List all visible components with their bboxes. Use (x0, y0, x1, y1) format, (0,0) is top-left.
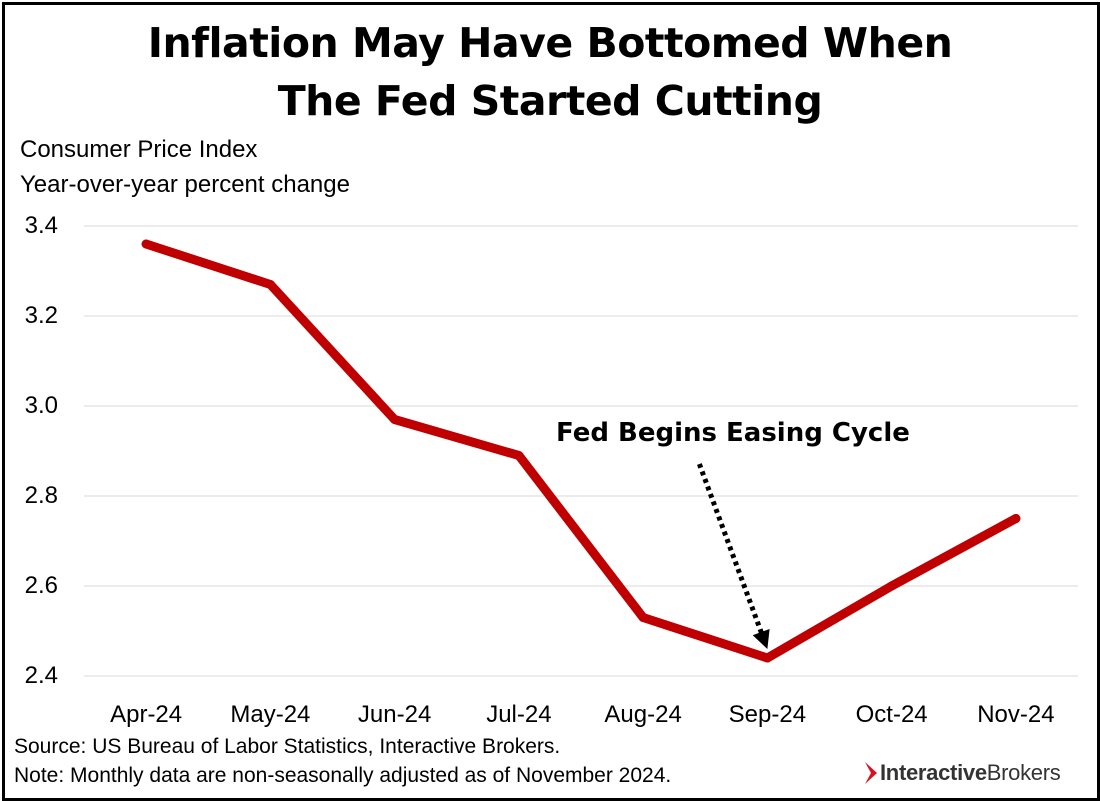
x-tick-label: Jun-24 (357, 701, 432, 728)
brand-logo-text-rest: Brokers (986, 760, 1061, 785)
x-tick-label: Jul-24 (486, 701, 552, 728)
data-note: Note: Monthly data are non-seasonally ad… (14, 764, 672, 787)
title-line-2: The Fed Started Cutting (277, 77, 823, 125)
chart-title: Inflation May Have Bottomed When The Fed… (0, 14, 1100, 130)
title-line-1: Inflation May Have Bottomed When (147, 19, 953, 67)
annotation-label: Fed Begins Easing Cycle (556, 418, 910, 448)
annotation-arrow-shaft (697, 463, 765, 635)
y-tick-label: 2.6 (24, 572, 58, 599)
y-tick-label: 2.8 (24, 482, 58, 509)
data-point (390, 415, 400, 424)
y-tick-label: 2.4 (24, 662, 58, 689)
annotation-arrow-head (752, 629, 770, 649)
y-tick-label: 3.4 (24, 212, 58, 239)
data-point (265, 280, 275, 289)
chart-subtitle-1: Consumer Price Index (20, 136, 258, 163)
data-point (762, 653, 772, 663)
brand-logo-icon (865, 762, 877, 784)
x-tick-label: Aug-24 (604, 701, 682, 728)
source-note: Source: US Bureau of Labor Statistics, I… (14, 735, 561, 758)
data-point (887, 581, 897, 591)
data-point (514, 451, 524, 460)
x-tick-label: Oct-24 (855, 701, 928, 728)
x-tick-label: Sep-24 (728, 701, 807, 728)
brand-logo-text: InteractiveBrokers (880, 760, 1061, 786)
chart-subtitle-2: Year-over-year percent change (20, 171, 350, 198)
y-tick-label: 3.2 (24, 302, 58, 329)
data-point (638, 613, 648, 622)
x-tick-label: May-24 (230, 701, 311, 728)
data-point (141, 239, 151, 249)
data-point (1011, 514, 1021, 523)
brand-logo-text-bold: Interactive (880, 760, 987, 785)
x-tick-label: Nov-24 (977, 701, 1055, 728)
y-tick-label: 3.0 (24, 392, 58, 419)
x-tick-label: Apr-24 (110, 701, 183, 728)
brand-logo: InteractiveBrokers (862, 760, 1061, 786)
series-line (141, 239, 1021, 663)
